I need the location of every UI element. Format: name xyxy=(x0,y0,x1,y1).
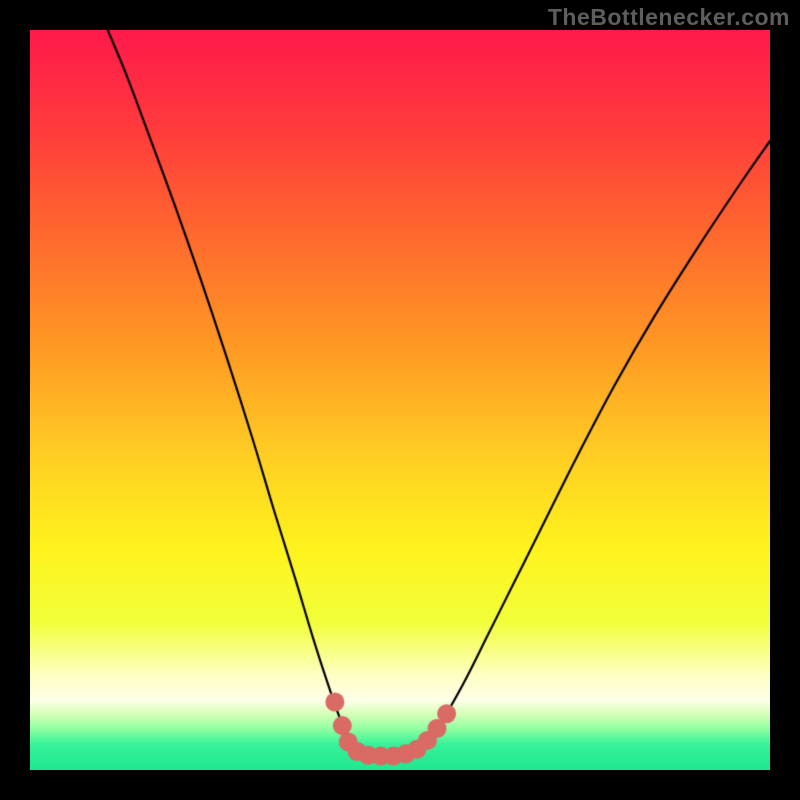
chart-frame: TheBottlenecker.com xyxy=(0,0,800,800)
bottleneck-chart xyxy=(30,30,770,770)
watermark-text: TheBottlenecker.com xyxy=(548,4,790,31)
